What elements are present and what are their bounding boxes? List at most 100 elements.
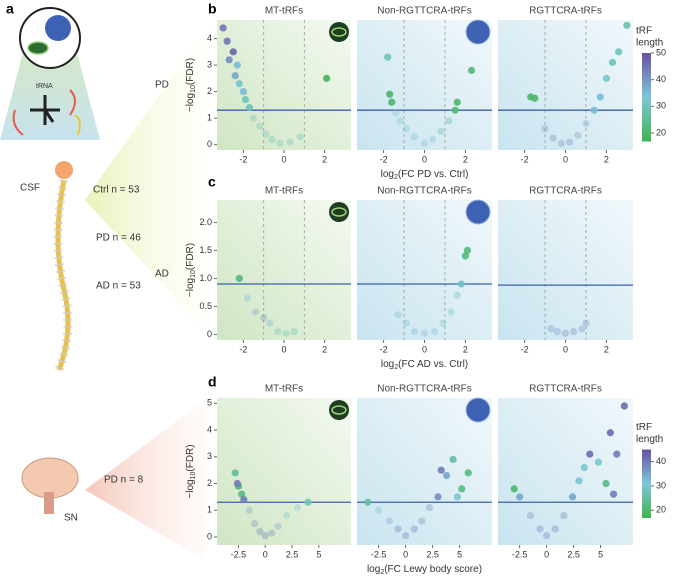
point [431, 328, 439, 336]
point [375, 506, 383, 514]
point [266, 319, 274, 327]
plot-background [217, 398, 351, 545]
x-tick-label: -2 [239, 154, 247, 164]
label: AD [155, 269, 169, 280]
point [282, 329, 290, 337]
label: PD n = 46 [96, 233, 141, 244]
point [386, 90, 394, 98]
colorbar-title: length [636, 38, 663, 49]
point [402, 319, 410, 327]
point [418, 517, 426, 525]
colorbar-segment [642, 67, 651, 72]
point [443, 471, 451, 480]
axis-label-part: 2 [394, 174, 398, 181]
x-tick-label: -2.5 [231, 549, 247, 559]
point [243, 294, 252, 302]
point [274, 328, 282, 336]
point [420, 329, 429, 337]
colorbar-segment [642, 515, 651, 518]
panel-title: Non-RGTTCRA-tRFs [377, 186, 471, 197]
point [268, 529, 276, 537]
colorbar-segment [642, 120, 651, 124]
y-tick-label: 0 [207, 531, 212, 541]
colorbar-segment [642, 117, 651, 121]
colorbar-segment [642, 55, 651, 60]
x-tick-label: 2 [463, 344, 468, 354]
colorbar-tick-label: 20 [656, 127, 666, 137]
colorbar-segment [642, 76, 651, 80]
point [239, 88, 247, 96]
point [364, 498, 372, 506]
point [553, 328, 561, 336]
y-tick-label: 2 [207, 86, 212, 96]
y-tick-label: 2.0 [199, 217, 212, 227]
colorbar-segment [642, 474, 651, 478]
x-tick-label: 2 [604, 344, 609, 354]
icon [465, 19, 491, 45]
axis-label-part: 10 [190, 85, 197, 93]
x-tick-label: 5 [457, 549, 462, 559]
point [565, 138, 574, 146]
icon [331, 207, 347, 217]
panel-label: b [208, 1, 217, 17]
panel-title: RGTTCRA-tRFs [529, 384, 602, 395]
colorbar-segment [642, 79, 651, 83]
point [510, 485, 518, 493]
colorbar-segment [642, 476, 651, 480]
point [575, 477, 583, 485]
point [531, 94, 539, 102]
plot-background [498, 200, 633, 340]
point [249, 114, 258, 122]
axis-label-part: log [381, 169, 394, 180]
colorbar-tick-label: 40 [656, 74, 666, 84]
point [437, 466, 445, 474]
colorbar-segment [642, 91, 651, 95]
axis-label-part: −log [185, 93, 196, 112]
label: CSF [20, 183, 40, 194]
axis-label-part: (FC Lewy body score) [384, 564, 482, 575]
x-tick-label: 2.5 [567, 549, 580, 559]
plot-background [357, 200, 492, 340]
y-tick-label: 3 [207, 59, 212, 69]
point [609, 490, 618, 498]
colorbar-segment [642, 58, 651, 63]
x-tick-label: 5 [316, 549, 321, 559]
axis-label-part: 2 [394, 364, 398, 371]
colorbar-segment [642, 465, 651, 469]
point [256, 122, 264, 130]
point [461, 252, 470, 260]
axis-label-part: (FC PD vs. Ctrl) [398, 169, 469, 180]
x-tick-label: -2 [521, 344, 529, 354]
colorbar-segment [642, 138, 651, 142]
y-tick-label: 0 [207, 139, 212, 149]
point [256, 528, 264, 536]
colorbar-tick-label: 30 [656, 480, 666, 490]
x-tick-label: 2 [604, 154, 609, 164]
panel-title: MT-tRFs [265, 384, 303, 395]
point [231, 469, 239, 477]
y-tick-label: 1 [207, 113, 212, 123]
x-tick-label: -2.5 [371, 549, 387, 559]
axis-label: log2(FC Lewy body score) [367, 564, 482, 577]
point [385, 517, 393, 525]
point [384, 53, 392, 61]
x-tick-label: 0 [544, 549, 549, 559]
icon [329, 22, 349, 42]
x-tick-label: 0 [563, 344, 568, 354]
point [594, 458, 603, 466]
axis-label-part: 2 [380, 569, 384, 576]
point [467, 66, 476, 75]
point [402, 125, 410, 133]
point [323, 74, 331, 82]
point [457, 280, 465, 288]
point [582, 119, 590, 128]
colorbar-segment [642, 490, 651, 494]
point [425, 503, 433, 512]
point [620, 402, 628, 410]
point [602, 74, 611, 82]
colorbar-segment [642, 85, 651, 89]
colorbar-segment [642, 88, 651, 92]
icon [329, 400, 349, 420]
point [551, 525, 559, 533]
